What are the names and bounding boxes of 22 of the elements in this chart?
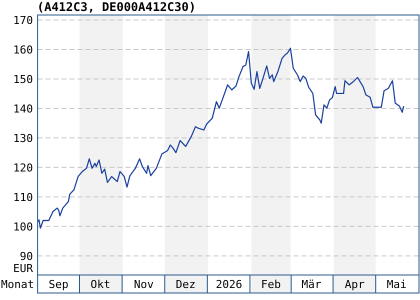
x-tick-label: Dez bbox=[176, 278, 196, 291]
x-tick-label: Mai bbox=[386, 278, 407, 291]
y-tick-label: 160 bbox=[13, 43, 33, 56]
x-tick-label: 2026 bbox=[216, 278, 242, 291]
y-tick-label: 100 bbox=[13, 220, 33, 234]
x-tick-label: Mär bbox=[301, 278, 322, 291]
x-tick-label: Apr bbox=[344, 278, 366, 291]
x-axis-title: Monat bbox=[1, 278, 34, 291]
x-tick-label: Sep bbox=[48, 278, 68, 291]
chart-title: (A412C3, DE000A412C30) bbox=[37, 0, 196, 14]
y-tick-label: 150 bbox=[13, 72, 33, 86]
y-tick-label: 120 bbox=[13, 161, 33, 174]
y-tick-label: 130 bbox=[13, 132, 33, 145]
y-tick-label: 140 bbox=[13, 102, 33, 116]
x-tick-label: Feb bbox=[260, 278, 281, 291]
line-series bbox=[37, 48, 404, 229]
y-tick-label: 110 bbox=[13, 190, 33, 204]
y-axis-title: EUR bbox=[13, 262, 34, 275]
y-tick-label: 90 bbox=[20, 250, 33, 263]
y-tick-label: 170 bbox=[13, 14, 33, 28]
x-tick-label: Nov bbox=[134, 278, 154, 291]
x-tick-label: Okt bbox=[90, 278, 110, 291]
